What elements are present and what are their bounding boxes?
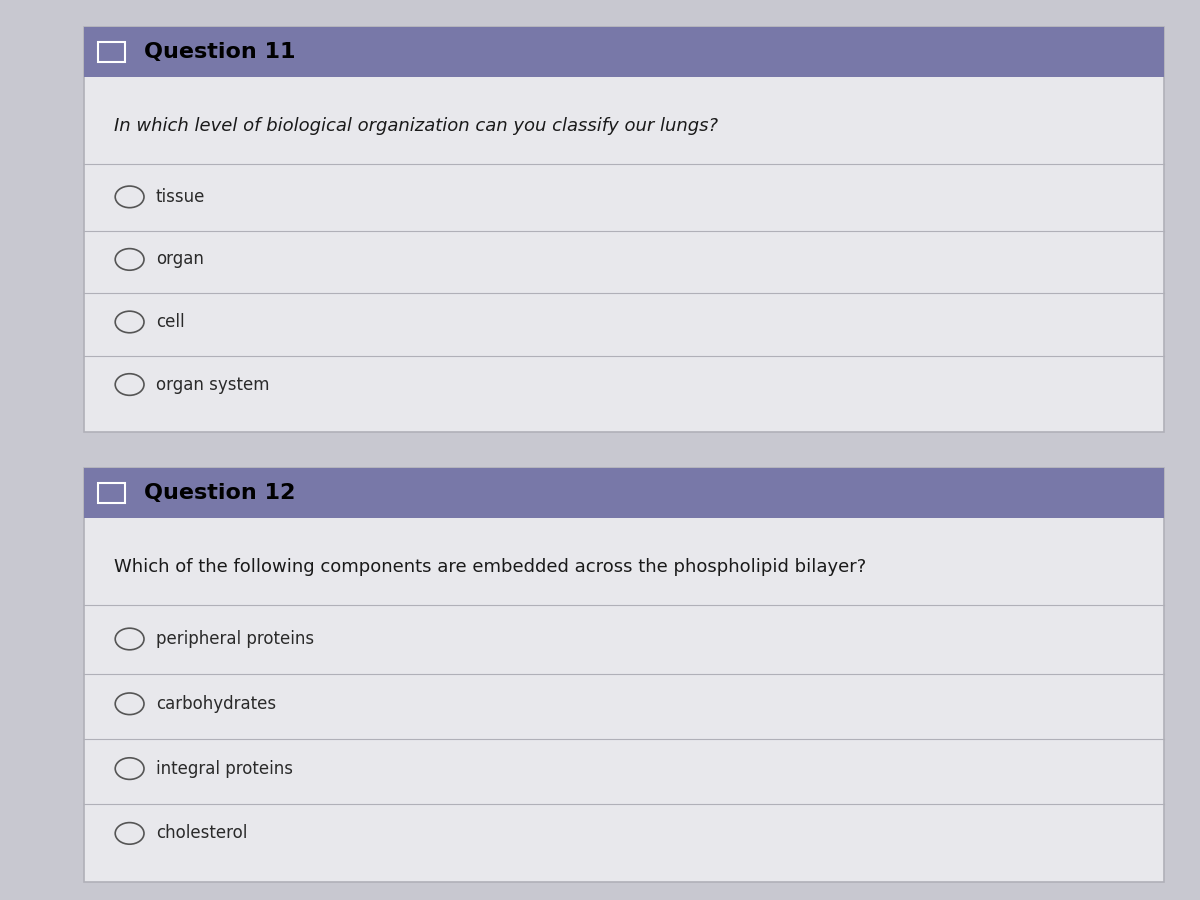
FancyBboxPatch shape: [84, 27, 1164, 76]
FancyBboxPatch shape: [84, 468, 1164, 882]
Text: Question 12: Question 12: [144, 482, 295, 503]
Text: Which of the following components are embedded across the phospholipid bilayer?: Which of the following components are em…: [114, 558, 866, 576]
Text: cell: cell: [156, 313, 185, 331]
Text: organ system: organ system: [156, 375, 270, 393]
Text: cholesterol: cholesterol: [156, 824, 247, 842]
Text: peripheral proteins: peripheral proteins: [156, 630, 314, 648]
FancyBboxPatch shape: [84, 27, 1164, 432]
Text: tissue: tissue: [156, 188, 205, 206]
Text: integral proteins: integral proteins: [156, 760, 293, 778]
Text: In which level of biological organization can you classify our lungs?: In which level of biological organizatio…: [114, 117, 718, 135]
FancyBboxPatch shape: [84, 468, 1164, 518]
Text: Question 11: Question 11: [144, 41, 295, 62]
Text: carbohydrates: carbohydrates: [156, 695, 276, 713]
Text: organ: organ: [156, 250, 204, 268]
